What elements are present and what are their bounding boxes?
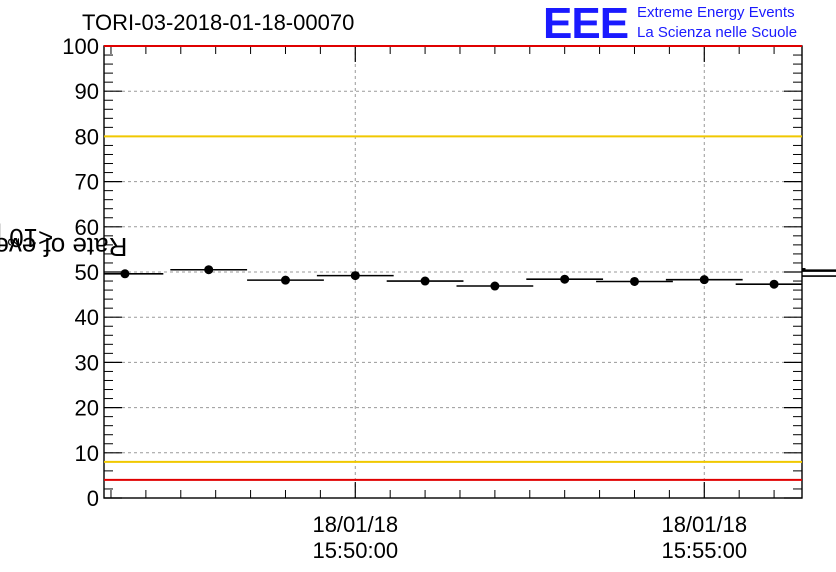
x-tick-time-label: 15:50:00 [312,538,398,563]
data-point [560,274,570,284]
y-tick-label: 70 [75,170,99,195]
y-tick-label: 100 [62,34,99,59]
data-point [769,279,779,289]
x-tick-date-label: 18/01/18 [312,512,398,537]
x-tick-time-label: 15:55:00 [661,538,747,563]
data-point [490,281,500,291]
y-tick-label: 10 [75,441,99,466]
y-tick-label: 30 [75,350,99,375]
data-points [104,265,836,291]
grid-lines [104,46,802,498]
x-tick-date-label: 18/01/18 [661,512,747,537]
axes: 010203040506070809010018/01/1815:50:0018… [62,34,803,563]
y-tick-label: 40 [75,305,99,330]
data-point [280,275,290,285]
y-tick-label: 60 [75,215,99,240]
data-point [629,276,639,286]
eee-logo-mark: EEE [543,0,629,48]
data-point [420,276,430,286]
y-tick-label: 80 [75,124,99,149]
y-tick-label: 20 [75,396,99,421]
data-point [204,265,214,275]
logo-line-1: Extreme Energy Events [637,4,795,21]
logo-line-2: La Scienza nelle Scuole [637,24,798,41]
y-tick-label: 50 [75,260,99,285]
data-point [120,269,130,279]
data-point [699,275,709,285]
reference-lines [104,45,802,481]
y-tick-label: 90 [75,79,99,104]
y-tick-label: 0 [87,486,99,511]
data-point [350,271,360,281]
chart-title: TORI-03-2018-01-18-00070 [82,10,355,35]
